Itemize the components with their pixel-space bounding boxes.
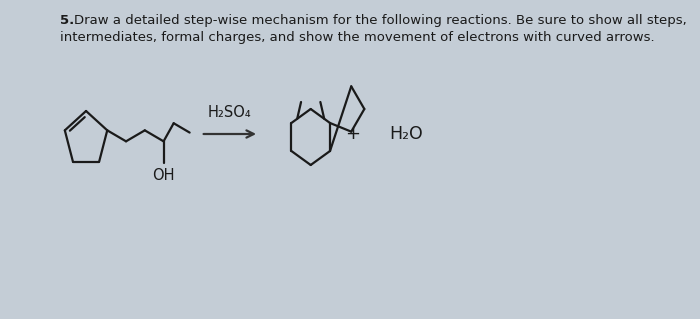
Text: H₂SO₄: H₂SO₄ bbox=[208, 105, 252, 120]
Text: 5.: 5. bbox=[60, 14, 74, 27]
Text: intermediates, formal charges, and show the movement of electrons with curved ar: intermediates, formal charges, and show … bbox=[60, 31, 655, 44]
Text: Draw a detailed step-wise mechanism for the following reactions. Be sure to show: Draw a detailed step-wise mechanism for … bbox=[74, 14, 687, 27]
Text: +: + bbox=[344, 125, 360, 143]
Text: H₂O: H₂O bbox=[389, 125, 424, 143]
Text: OH: OH bbox=[153, 168, 175, 183]
